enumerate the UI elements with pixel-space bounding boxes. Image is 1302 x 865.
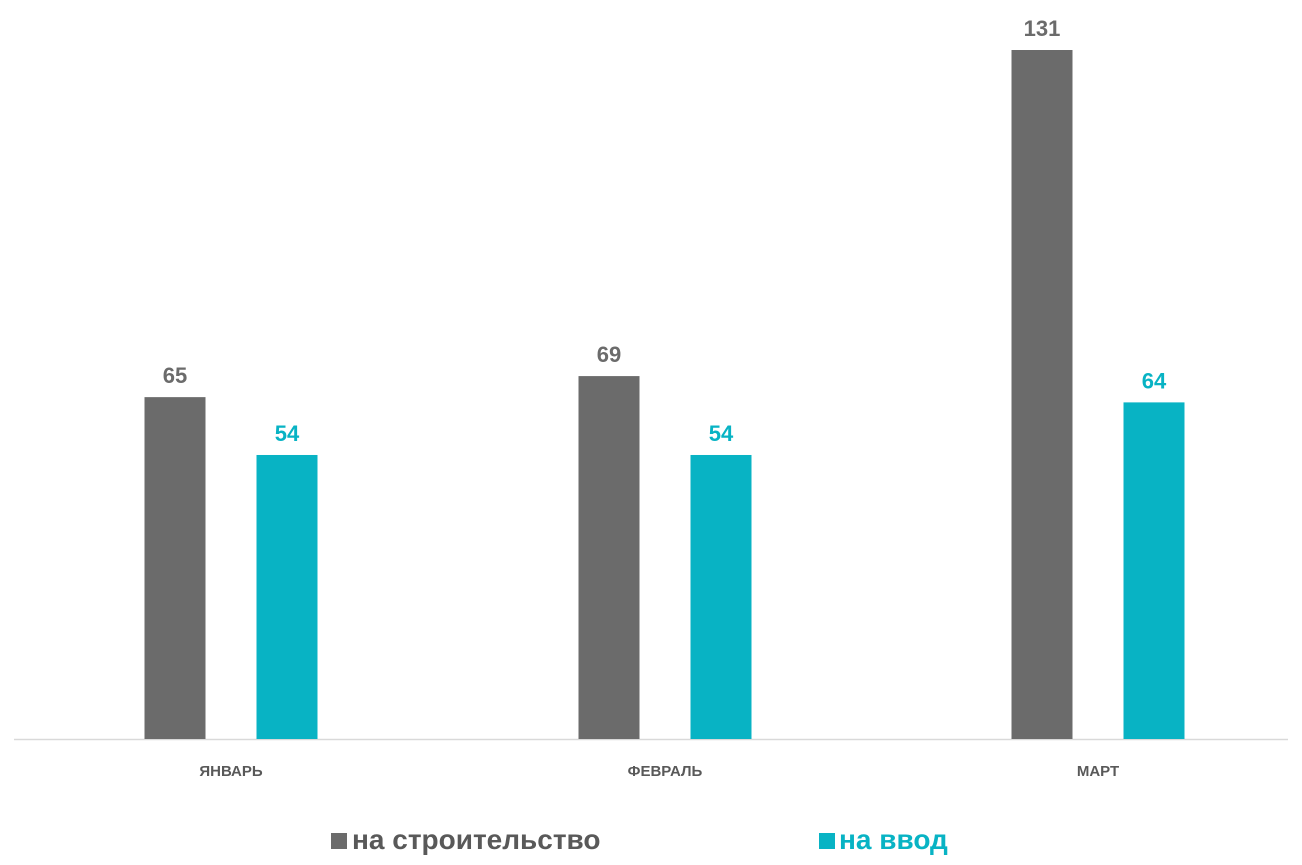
bar-commissioning-0: [256, 454, 318, 739]
legend: на строительство на ввод: [331, 824, 948, 855]
legend-label-0: на строительство: [352, 824, 601, 855]
legend-swatch-1: [819, 833, 835, 849]
data-label-1-1: 54: [709, 421, 734, 446]
data-label-0-0: 65: [163, 363, 187, 388]
data-labels-group: 65 69 131 54 54 64: [163, 16, 1167, 446]
bars-group: [144, 50, 1185, 739]
legend-swatch-0: [331, 833, 347, 849]
data-label-0-1: 69: [597, 342, 621, 367]
category-label-1: ФЕВРАЛЬ: [628, 763, 703, 780]
bar-construction-1: [578, 376, 640, 739]
bar-commissioning-2: [1123, 402, 1185, 739]
bar-construction-2: [1011, 50, 1073, 739]
data-label-1-0: 54: [275, 421, 300, 446]
bar-commissioning-1: [690, 454, 752, 739]
category-labels-group: ЯНВАРЬ ФЕВРАЛЬ МАРТ: [199, 763, 1119, 780]
legend-label-1: на ввод: [839, 824, 948, 855]
data-label-0-2: 131: [1024, 16, 1061, 41]
category-label-2: МАРТ: [1077, 763, 1119, 780]
category-label-0: ЯНВАРЬ: [199, 763, 263, 780]
data-label-1-2: 64: [1142, 368, 1167, 393]
bar-construction-0: [144, 397, 206, 739]
